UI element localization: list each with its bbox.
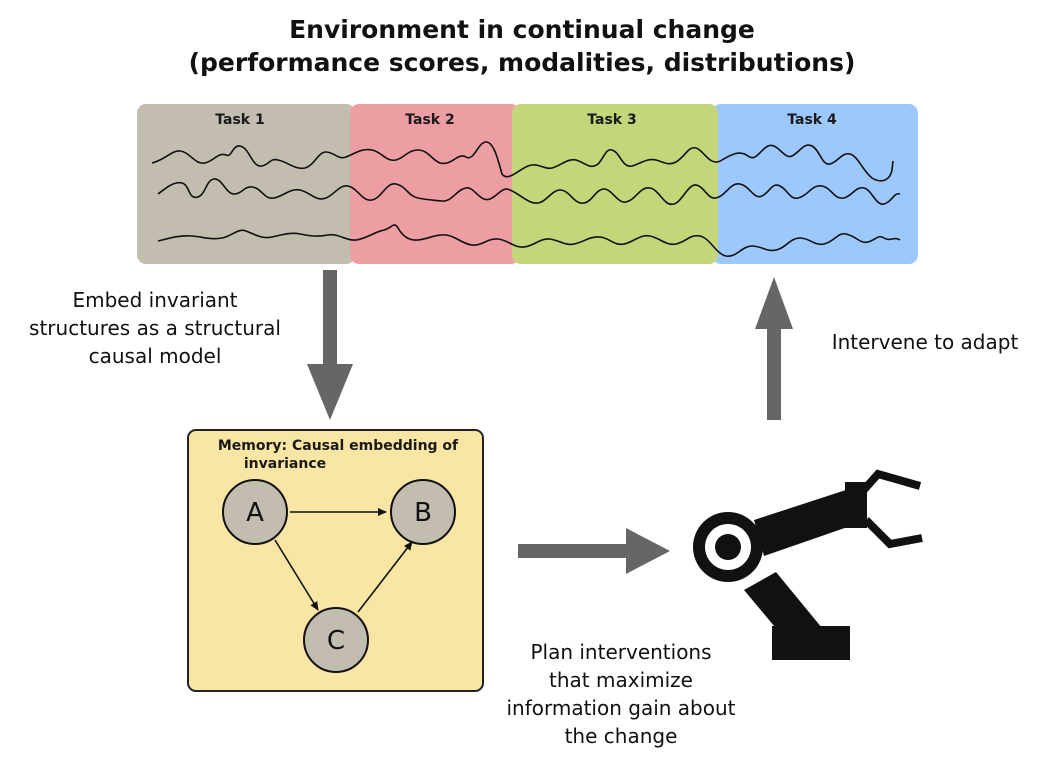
memory-title-line1: Memory: Causal embedding of xyxy=(218,438,459,454)
task-2-panel xyxy=(350,104,520,264)
memory-box: Memory: Causal embedding of invariance A… xyxy=(187,429,484,692)
embed-caption-line3: causal model xyxy=(88,344,222,368)
task-1-label: Task 1 xyxy=(215,112,264,128)
task-4-panel xyxy=(712,104,918,264)
signal-line-3 xyxy=(157,224,901,257)
plan-caption: Plan interventions that maximize informa… xyxy=(445,638,797,750)
diagram-title-line2: (performance scores, modalities, distrib… xyxy=(188,48,856,77)
task-band: Task 1 Task 2 Task 3 Task 4 xyxy=(137,104,918,264)
signal-line-2 xyxy=(157,178,901,206)
embed-caption-line1: Embed invariant xyxy=(72,288,238,312)
plan-caption-line3: information gain about xyxy=(506,696,736,720)
task-2-label: Task 2 xyxy=(405,112,454,128)
arrow-down-icon xyxy=(307,270,353,420)
intervene-caption: Intervene to adapt xyxy=(831,330,1019,354)
memory-title-line2: invariance xyxy=(244,456,326,472)
robot-arm-icon xyxy=(693,469,923,660)
arrow-up-icon xyxy=(755,277,793,420)
edge-c-to-b xyxy=(357,541,413,613)
signal-line-1 xyxy=(151,141,894,182)
arrow-right-icon xyxy=(518,528,670,574)
task-3-panel xyxy=(512,104,718,264)
plan-caption-line2: that maximize xyxy=(549,668,693,692)
node-c: C xyxy=(303,607,369,673)
edge-a-to-c xyxy=(274,539,319,611)
plan-caption-line1: Plan interventions xyxy=(530,640,712,664)
node-b: B xyxy=(390,479,456,545)
embed-caption-line2: structures as a structural xyxy=(29,316,281,340)
diagram-title-line1: Environment in continual change xyxy=(289,15,755,44)
node-c-label: C xyxy=(327,626,345,656)
node-b-label: B xyxy=(414,498,432,528)
embed-caption: Embed invariant structures as a structur… xyxy=(0,286,310,370)
node-a: A xyxy=(222,479,288,545)
task-1-panel xyxy=(137,104,355,264)
plan-caption-line4: the change xyxy=(564,724,678,748)
node-a-label: A xyxy=(246,498,264,528)
task-3-label: Task 3 xyxy=(587,112,636,128)
task-4-label: Task 4 xyxy=(787,112,837,128)
